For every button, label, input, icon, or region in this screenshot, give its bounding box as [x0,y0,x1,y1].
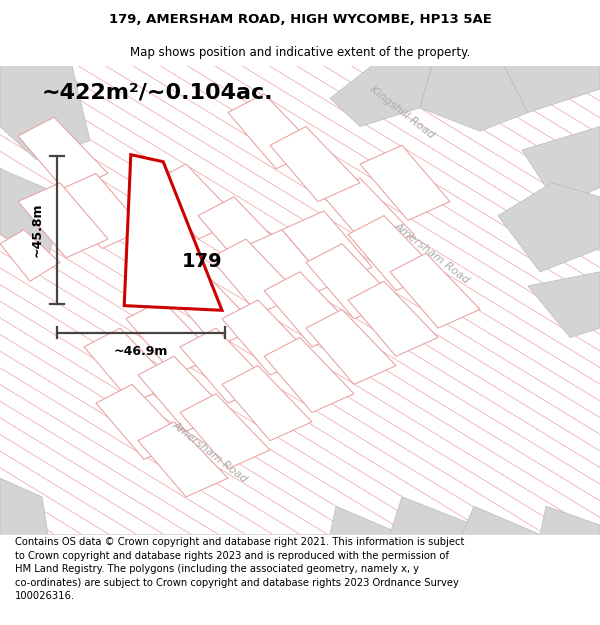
Polygon shape [180,394,270,469]
Polygon shape [0,229,60,281]
Polygon shape [306,244,396,319]
Polygon shape [96,384,186,459]
Polygon shape [498,182,600,272]
Text: ~46.9m: ~46.9m [114,344,168,357]
Polygon shape [462,506,540,534]
Text: Map shows position and indicative extent of the property.: Map shows position and indicative extent… [130,46,470,59]
Text: Amersham Road: Amersham Road [170,420,250,485]
Polygon shape [18,118,108,192]
Polygon shape [168,272,258,347]
Text: ~45.8m: ~45.8m [31,202,44,257]
Polygon shape [54,173,144,248]
Polygon shape [360,145,450,220]
Text: Kingshill Road: Kingshill Road [368,84,436,141]
Polygon shape [222,300,312,375]
Polygon shape [228,94,318,169]
Text: 179, AMERSHAM ROAD, HIGH WYCOMBE, HP13 5AE: 179, AMERSHAM ROAD, HIGH WYCOMBE, HP13 5… [109,13,491,26]
Polygon shape [84,328,174,403]
Polygon shape [138,356,228,431]
Polygon shape [330,66,432,126]
Polygon shape [180,328,270,403]
Text: Contains OS data © Crown copyright and database right 2021. This information is : Contains OS data © Crown copyright and d… [15,537,464,601]
Polygon shape [264,338,354,412]
Text: 179: 179 [182,252,223,271]
Polygon shape [270,126,360,201]
Polygon shape [222,366,312,441]
Polygon shape [0,478,48,534]
Polygon shape [210,239,300,314]
Polygon shape [138,422,228,497]
Polygon shape [390,497,474,534]
Polygon shape [124,154,222,310]
Polygon shape [306,309,396,384]
Polygon shape [18,182,108,258]
Text: ~422m²/~0.104ac.: ~422m²/~0.104ac. [42,82,274,102]
Polygon shape [0,66,90,159]
Text: Amersham Road: Amersham Road [392,221,472,286]
Polygon shape [330,506,402,534]
Polygon shape [126,300,216,375]
Polygon shape [282,211,372,286]
Polygon shape [390,253,480,328]
Polygon shape [348,281,438,356]
Polygon shape [528,272,600,338]
Polygon shape [240,229,330,304]
Polygon shape [0,169,66,258]
Polygon shape [348,216,438,291]
Polygon shape [324,178,414,253]
Polygon shape [522,126,600,206]
Polygon shape [420,66,528,131]
Polygon shape [150,164,240,239]
Polygon shape [264,272,354,347]
Polygon shape [198,197,288,272]
Polygon shape [504,66,600,112]
Polygon shape [540,506,600,534]
